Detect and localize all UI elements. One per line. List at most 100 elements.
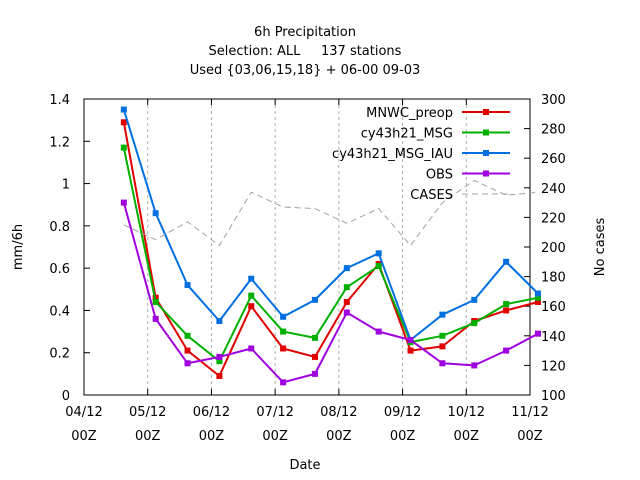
data-point — [248, 303, 255, 310]
legend-label: cy43h21_MSG_IAU — [332, 147, 453, 162]
data-point — [311, 296, 318, 303]
series-line — [122, 202, 539, 384]
y-tick-label: 0.2 — [49, 347, 70, 362]
y-tick-label: 0 — [62, 389, 70, 404]
data-point — [503, 347, 510, 354]
x-tick-label-date: 04/12 — [65, 405, 102, 420]
data-point — [248, 345, 255, 352]
chart-title-block: 6h Precipitation Selection: ALL 137 stat… — [190, 25, 421, 78]
x-tick-label-time: 00Z — [454, 429, 480, 444]
data-point — [407, 337, 414, 344]
data-point — [280, 345, 287, 352]
data-point — [343, 265, 350, 272]
data-point — [375, 328, 382, 335]
series-line — [122, 109, 539, 342]
x-tick-label-date: 05/12 — [129, 405, 166, 420]
data-point — [503, 258, 510, 265]
data-point — [375, 263, 382, 270]
x-tick-label-time: 00Z — [199, 429, 225, 444]
data-point — [439, 343, 446, 350]
data-point — [503, 307, 510, 314]
data-point — [152, 315, 159, 322]
x-tick-label-time: 00Z — [390, 429, 416, 444]
legend-label: cy43h21_MSG — [361, 127, 453, 142]
data-point — [407, 347, 414, 354]
y-tick-label: 0.8 — [49, 220, 70, 235]
data-point — [184, 282, 191, 289]
data-point — [343, 309, 350, 316]
series-line — [122, 147, 539, 363]
y2-tick-label: 280 — [541, 123, 566, 138]
series-layer — [120, 106, 541, 386]
legend-label: OBS — [426, 168, 453, 183]
data-point — [216, 358, 223, 365]
data-point — [120, 199, 127, 206]
data-point — [343, 298, 350, 305]
x-tick-label-date: 10/12 — [448, 405, 485, 420]
chart-subtitle-line-1: Selection: ALL 137 stations — [209, 44, 402, 59]
grid — [147, 99, 467, 395]
y2-axis-label: No cases — [593, 218, 608, 277]
data-point — [311, 334, 318, 341]
y-tick-label: 1.2 — [49, 135, 70, 150]
data-point — [280, 313, 287, 320]
data-point — [216, 372, 223, 379]
series-cases — [123, 179, 539, 247]
data-point — [439, 311, 446, 318]
y2-tick-label: 100 — [541, 389, 566, 404]
legend-label: MNWC_preop — [366, 106, 453, 121]
data-point — [534, 294, 541, 301]
x-tick-label-time: 00Z — [71, 429, 97, 444]
data-point — [375, 250, 382, 257]
x-tick-label-time: 00Z — [135, 429, 161, 444]
x-tick-label-time: 00Z — [326, 429, 352, 444]
y2-tick-label: 240 — [541, 182, 566, 197]
y2-tick-label: 260 — [541, 152, 566, 167]
data-point — [471, 362, 478, 369]
data-point — [534, 290, 541, 297]
series-cy43h21-msg — [120, 144, 541, 365]
y2-tick-label: 220 — [541, 211, 566, 226]
y2-tick-label: 160 — [541, 300, 566, 315]
x-tick-label-date: 09/12 — [384, 405, 421, 420]
data-point — [120, 144, 127, 151]
data-point — [311, 353, 318, 360]
data-point — [471, 320, 478, 327]
series-cy43h21-msg-iau — [120, 106, 541, 344]
data-point — [216, 353, 223, 360]
x-tick-label-date: 07/12 — [256, 405, 293, 420]
y-axis-label: mm/6h — [11, 224, 26, 270]
y2-tick-label: 120 — [541, 359, 566, 374]
legend-swatch-marker — [483, 129, 489, 136]
chart-subtitle-line-2: Used {03,06,15,18} + 06-00 09-03 — [190, 63, 421, 78]
legend-swatch-marker — [483, 150, 489, 156]
data-point — [184, 332, 191, 339]
data-point — [439, 332, 446, 339]
data-point — [311, 370, 318, 377]
data-point — [216, 318, 223, 324]
data-point — [534, 330, 541, 337]
series-obs — [120, 199, 541, 386]
chart-title: 6h Precipitation — [254, 25, 356, 40]
data-point — [280, 379, 287, 386]
data-point — [248, 275, 255, 282]
data-point — [184, 360, 191, 367]
data-point — [184, 347, 191, 354]
legend-swatch-marker — [483, 170, 489, 177]
data-point — [248, 292, 255, 299]
y2-tick-label: 200 — [541, 241, 566, 256]
x-tick-label-date: 08/12 — [320, 405, 357, 420]
legend-swatch-marker — [483, 109, 489, 115]
data-point — [343, 284, 350, 291]
y-tick-label: 0.6 — [49, 262, 70, 277]
x-tick-label-time: 00Z — [517, 429, 543, 444]
y2-tick-label: 300 — [541, 93, 566, 108]
y-tick-label: 0.4 — [49, 304, 70, 319]
data-point — [503, 301, 510, 308]
y-tick-label: 1 — [62, 178, 70, 193]
data-point — [471, 296, 478, 303]
plot-frame — [83, 98, 531, 396]
series-mnwc-preop — [120, 119, 541, 379]
axes: 0 0.2 0.4 0.6 0.8 1 1.2 1.4 100 120 140 160 180 200 22… — [49, 93, 566, 444]
